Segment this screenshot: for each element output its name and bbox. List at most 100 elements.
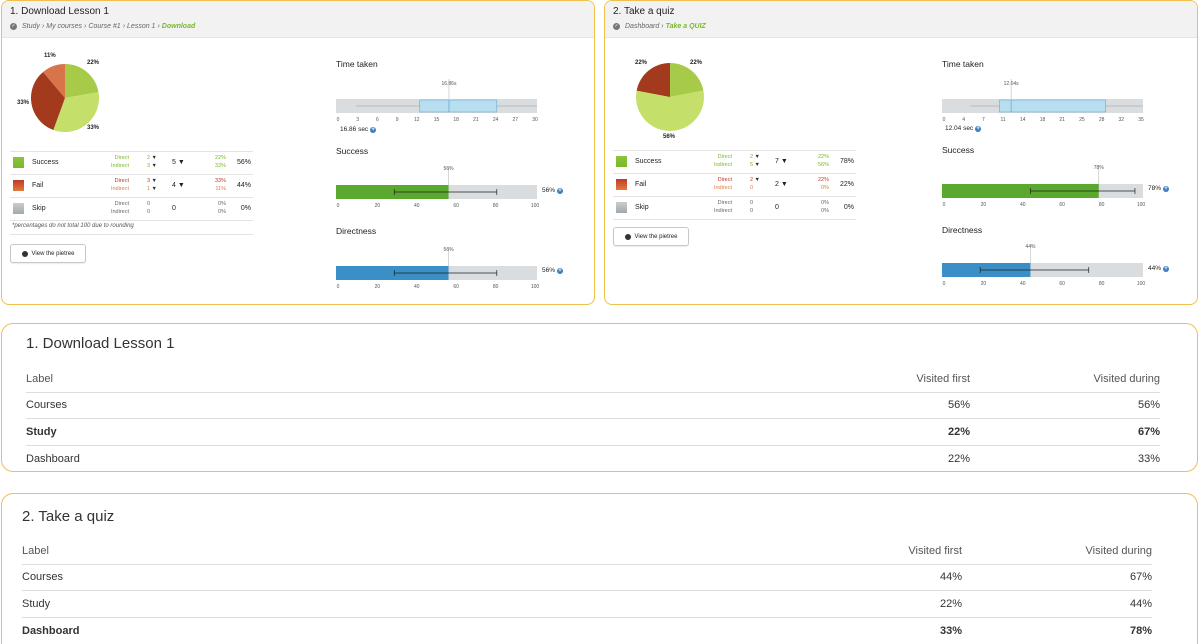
column-header-visited-during[interactable]: Visited during (970, 366, 1160, 393)
filter-icon: ▼ (151, 186, 157, 192)
success-swatch (13, 157, 24, 168)
pie-slice-label: 33% (17, 100, 30, 106)
direct-label: Direct (717, 200, 732, 206)
task-header: 1. Download Lesson 1 ✓ Study › My courses… (2, 1, 594, 38)
pie-slice (30, 71, 65, 130)
axis-tick-label: 0 (943, 281, 946, 287)
directness-value[interactable]: 56% + (542, 267, 564, 274)
visited-first-value: 44% (508, 564, 962, 591)
axis-tick-label: 25 (1079, 117, 1085, 123)
result-name: Skip (32, 205, 46, 212)
indirect-count: 0 (749, 185, 753, 191)
axis-tick-label: 60 (1059, 281, 1065, 287)
row-label: Study (22, 590, 509, 618)
filter-icon: ▼ (151, 178, 157, 184)
column-header-label[interactable]: Label (22, 538, 509, 565)
axis-tick-label: 60 (1059, 202, 1065, 208)
direct-percent: 22% (214, 155, 226, 161)
time-readout[interactable]: 12.04 sec + (945, 125, 982, 132)
axis-tick-label: 35 (1138, 117, 1144, 123)
breadcrumb-item[interactable]: Study (22, 23, 40, 30)
direct-percent: 0% (821, 200, 829, 206)
axis-tick-label: 28 (1099, 117, 1105, 123)
indirect-count: 5 ▼ (749, 162, 760, 168)
axis-tick-label: 100 (531, 284, 540, 290)
pie-chart[interactable] (30, 63, 100, 133)
task-card-1: 1. Download Lesson 1 ✓ Study › My courses… (1, 0, 595, 305)
time-readout[interactable]: 16.86 sec + (340, 126, 377, 133)
directness-value[interactable]: 44% + (1148, 265, 1170, 272)
axis-tick-label: 20 (981, 281, 987, 287)
axis-tick-label: 80 (1099, 281, 1105, 287)
breadcrumb-item[interactable]: Course #1 (88, 23, 121, 30)
chevron-right-icon: › (41, 23, 45, 30)
chevron-right-icon: › (157, 23, 160, 30)
axis-tick-label: 40 (1020, 202, 1026, 208)
visited-during-value: 67% (962, 564, 1152, 591)
success-value[interactable]: 56% + (542, 187, 564, 194)
table-row: Study 22% 44% (22, 590, 1152, 618)
success-swatch (616, 156, 627, 167)
view-pietree-button[interactable]: View the pietree (10, 244, 86, 263)
filter-icon: ▼ (754, 154, 760, 160)
pie-slice-label: 11% (44, 53, 56, 59)
time-boxplot[interactable]: 16.86s 0 3 6 9 12 15 18 21 24 27 30 (336, 77, 542, 125)
axis-tick-label: 6 (376, 117, 379, 123)
visited-during-value: 33% (1137, 452, 1160, 465)
task-header: 2. Take a quiz ✓ Dashboard › Take a QUIZ (605, 1, 1197, 38)
direct-label: Direct (114, 155, 129, 161)
axis-tick-label: 15 (434, 117, 440, 123)
pie-slice (65, 64, 99, 98)
direct-label: Direct (717, 177, 732, 183)
visited-first-value: 22% (499, 418, 970, 446)
indirect-count: 0 (749, 208, 753, 214)
check-icon: ✓ (10, 23, 17, 30)
axis-tick-label: 100 (1137, 202, 1146, 208)
expand-icon: + (1163, 185, 1170, 192)
result-row-skip: Skip Direct Indirect 0 0 0 0% 0% 0% (10, 198, 253, 221)
first-click-table: Label Visited first Visited during Cours… (22, 538, 1152, 644)
axis-tick-label: 3 (356, 117, 359, 123)
pie-slice-label: 56% (663, 134, 676, 140)
table-title: 2. Take a quiz (22, 508, 115, 525)
time-boxplot[interactable]: 12.04s 0 4 7 11 14 18 21 25 28 32 35 (942, 77, 1148, 125)
breadcrumb-current: Take a QUIZ (665, 23, 706, 30)
indirect-count: 1 ▼ (146, 186, 157, 192)
table-row: Courses 44% 67% (22, 564, 1152, 591)
column-header-visited-first[interactable]: Visited first (499, 366, 970, 393)
first-click-table: Label Visited first Visited during Cours… (26, 366, 1160, 471)
direct-percent: 22% (817, 154, 829, 160)
axis-tick-label: 30 (532, 117, 538, 123)
breadcrumb-item[interactable]: My courses (46, 23, 83, 30)
column-header-visited-first[interactable]: Visited first (508, 538, 962, 565)
first-click-table-card-1: 1. Download Lesson 1 Label Visited first… (1, 323, 1198, 472)
success-bar-chart[interactable]: 56% 0 20 40 60 80 100 (336, 163, 542, 211)
success-bar-chart[interactable]: 78% 0 20 40 60 80 100 (942, 162, 1148, 210)
breadcrumb-item[interactable]: Dashboard (625, 23, 660, 30)
results-table: Success Direct Indirect 2 ▼ 5 ▼ 7 ▼ 22% … (613, 150, 856, 220)
task-card-2: 2. Take a quiz ✓ Dashboard › Take a QUIZ … (604, 0, 1198, 305)
view-pietree-button[interactable]: View the pietree (613, 227, 689, 246)
directness-bar-chart[interactable]: 44% 0 20 40 60 80 100 (942, 241, 1148, 289)
directness-bar-chart[interactable]: 56% 0 20 40 60 80 100 (336, 244, 542, 292)
table-header-row: Label Visited first Visited during (26, 366, 1160, 393)
axis-tick-label: 12 (414, 117, 420, 123)
result-name: Success (32, 159, 59, 166)
result-name: Fail (32, 182, 44, 189)
skip-swatch (13, 203, 24, 214)
column-header-visited-during[interactable]: Visited during (962, 538, 1152, 565)
result-row-fail: Fail Direct Indirect 3 ▼ 1 ▼ 4 ▼ 33% 11%… (10, 175, 253, 198)
total-count: 2 ▼ (775, 181, 788, 188)
breadcrumb-item[interactable]: Lesson 1 (127, 23, 156, 30)
total-count: 0 (172, 205, 176, 212)
direct-label: Direct (114, 178, 129, 184)
column-header-label[interactable]: Label (26, 366, 500, 393)
directness-title: Directness (336, 226, 377, 236)
axis-tick-label: 0 (943, 202, 946, 208)
axis-tick-label: 60 (453, 203, 459, 209)
direct-count: 3 ▼ (146, 178, 157, 184)
success-value[interactable]: 78% + (1148, 185, 1170, 192)
axis-tick-label: 7 (982, 117, 985, 123)
visited-during-value: 56% (970, 392, 1160, 419)
pie-chart[interactable] (635, 62, 705, 132)
